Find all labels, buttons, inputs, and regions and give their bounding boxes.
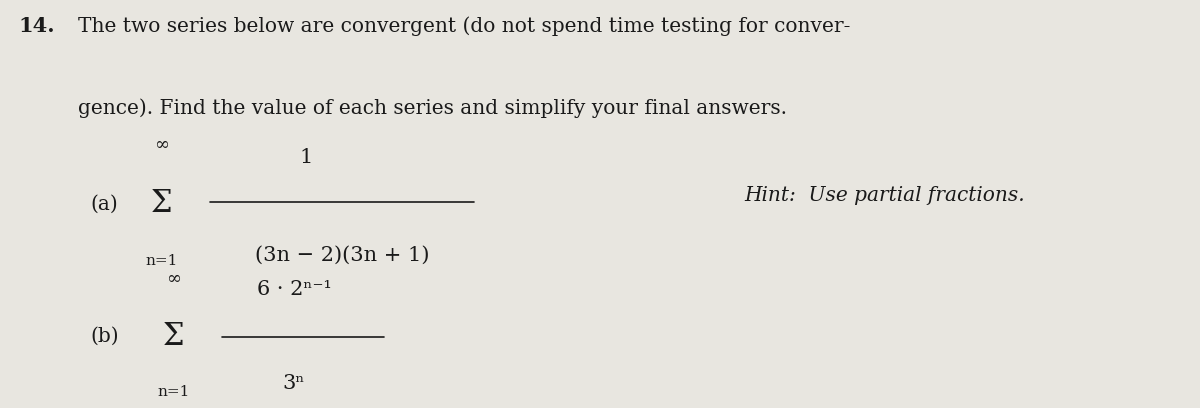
Text: 6 · 2ⁿ⁻¹: 6 · 2ⁿ⁻¹ — [257, 280, 331, 299]
Text: ∞: ∞ — [155, 136, 169, 154]
Text: Σ: Σ — [163, 321, 185, 352]
Text: n=1: n=1 — [158, 386, 190, 399]
Text: 3ⁿ: 3ⁿ — [283, 374, 305, 393]
Text: (b): (b) — [90, 327, 119, 346]
Text: Hint:  Use partial fractions.: Hint: Use partial fractions. — [744, 186, 1025, 205]
Text: ∞: ∞ — [167, 271, 181, 288]
Text: 1: 1 — [299, 148, 313, 166]
Text: (3n − 2)(3n + 1): (3n − 2)(3n + 1) — [254, 246, 430, 264]
Text: gence). Find the value of each series and simplify your final answers.: gence). Find the value of each series an… — [78, 98, 787, 118]
Text: n=1: n=1 — [146, 254, 178, 268]
Text: (a): (a) — [90, 195, 118, 213]
Text: 14.: 14. — [18, 16, 55, 36]
Text: The two series below are convergent (do not spend time testing for conver-: The two series below are convergent (do … — [78, 16, 851, 36]
Text: Σ: Σ — [151, 188, 173, 220]
